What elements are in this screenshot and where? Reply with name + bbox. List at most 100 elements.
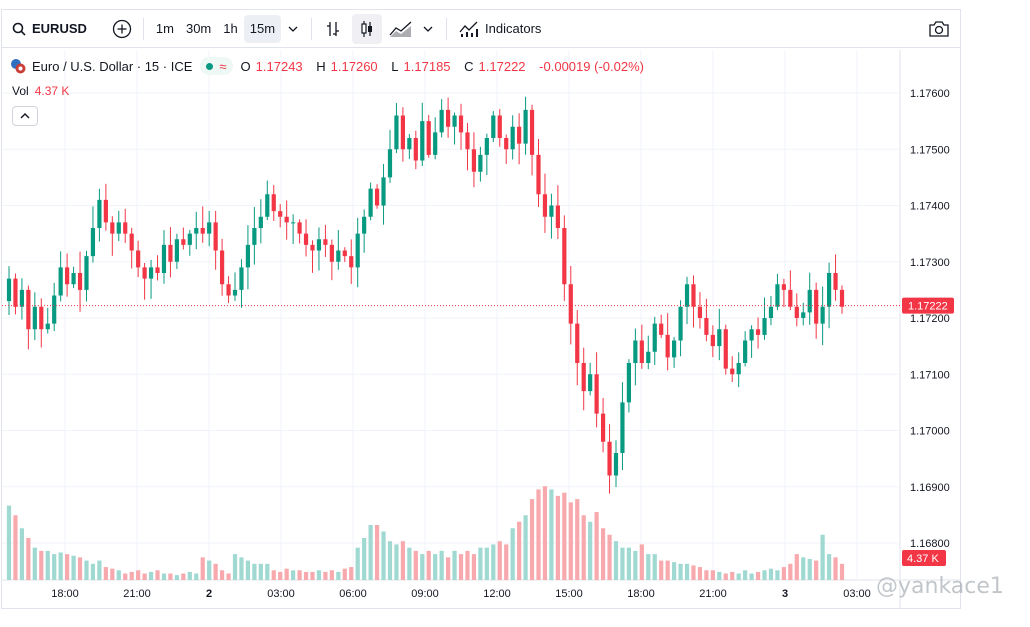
candle-body [129,233,134,251]
volume-bar [575,499,580,580]
area-chart-type-button[interactable] [386,14,416,44]
compare-button[interactable] [107,14,137,44]
symbol-search[interactable]: EURUSD [2,14,93,44]
candle-body [581,363,586,392]
candle-body [665,334,670,358]
candle-body [755,329,761,335]
candle-body [626,363,632,403]
candle-body [19,289,25,307]
candle-body [407,138,412,150]
candle-body [52,295,57,324]
volume-bar [684,563,690,580]
price-tick-label: 1.17300 [910,257,950,269]
volume-bar [704,570,709,580]
volume-bar [71,555,76,580]
volume-bar [400,541,405,580]
collapse-legend-button[interactable] [12,106,38,126]
candle-body [723,329,728,369]
candle-body [284,216,289,223]
candle-body [232,289,238,296]
candle-body [258,216,263,228]
candle-body [110,222,115,234]
candles-chart-type-button[interactable] [352,13,383,44]
volume-bar [90,563,96,580]
candle-body [743,340,748,363]
chart-type-dropdown[interactable] [416,14,440,44]
volume-bar [407,547,412,580]
interval-1m[interactable]: 1m [155,21,174,36]
candle-body [219,250,225,285]
volume-bar [458,554,464,580]
candle-body [504,138,509,150]
interval-30m[interactable]: 30m [185,21,212,36]
volume-bar [568,502,573,580]
candle-body [194,228,199,234]
volume-bar [265,563,270,580]
volume-bar [639,544,644,580]
volume-bar [232,554,238,580]
volume-bar [136,570,141,580]
candle-body [471,149,477,172]
price-chart[interactable]: 1.17600 1.17500 1.17400 1.17300 1.17200 1.171… [2,10,960,608]
volume-bar [84,560,89,580]
volume-bar [607,534,612,580]
volume-bar [187,571,192,580]
candle-body [181,239,186,245]
volume-bar [355,547,360,580]
volume-bar [529,499,535,580]
candle-body [458,115,464,133]
candle-body [6,278,12,302]
candle-body [310,244,315,251]
volume-bar [814,560,819,580]
interval-1h[interactable]: 1h [223,21,238,36]
camera-icon [929,21,949,37]
last-price-badge [902,297,954,314]
candle-body [801,312,806,318]
candle-body [659,323,664,335]
snapshot-button[interactable] [924,14,954,44]
candle-body [200,228,205,234]
volume-bar [310,571,315,580]
candle-body [26,289,31,330]
volume-bar [743,570,748,580]
volume-bar [775,570,780,580]
volume-bar [155,570,160,580]
volume-bar [807,558,812,580]
candle-body [342,250,347,257]
candle-body [562,228,567,285]
candle-body [381,177,386,206]
volume-bar [39,550,44,580]
candle-body [478,154,483,172]
volume-bar [665,560,670,580]
volume-bar [678,563,683,580]
candle-body [278,211,283,217]
volume-bar [97,560,102,580]
volume-bar [394,544,399,580]
last-volume-label: 4.37 K [907,553,939,565]
price-tick-label: 1.17500 [910,144,950,156]
volume-bar [497,541,502,580]
candle-body [568,284,573,324]
volume-bar [465,550,470,580]
candle-body [697,306,703,318]
interval-dropdown[interactable] [281,14,305,44]
volume-bar [284,568,289,580]
volume-bar [297,570,302,580]
bar-chart-type-button[interactable] [318,14,348,44]
interval-15m[interactable]: 15m [243,14,282,43]
time-tick-label: 2 [206,588,212,600]
volume-bar [736,573,741,580]
market-status-badge[interactable]: ≈ [200,57,233,75]
volume-bar [672,562,677,580]
candle-body [71,273,76,285]
candle-body [730,368,735,375]
candle-body [633,340,638,363]
candle-body [762,318,767,335]
candle-body [484,138,489,155]
candle-body [600,413,606,442]
candle-body [794,306,799,318]
candle-body [820,306,825,324]
indicators-button[interactable]: Indicators [453,14,547,44]
candle-body [549,205,554,217]
volume-bar [749,573,754,580]
